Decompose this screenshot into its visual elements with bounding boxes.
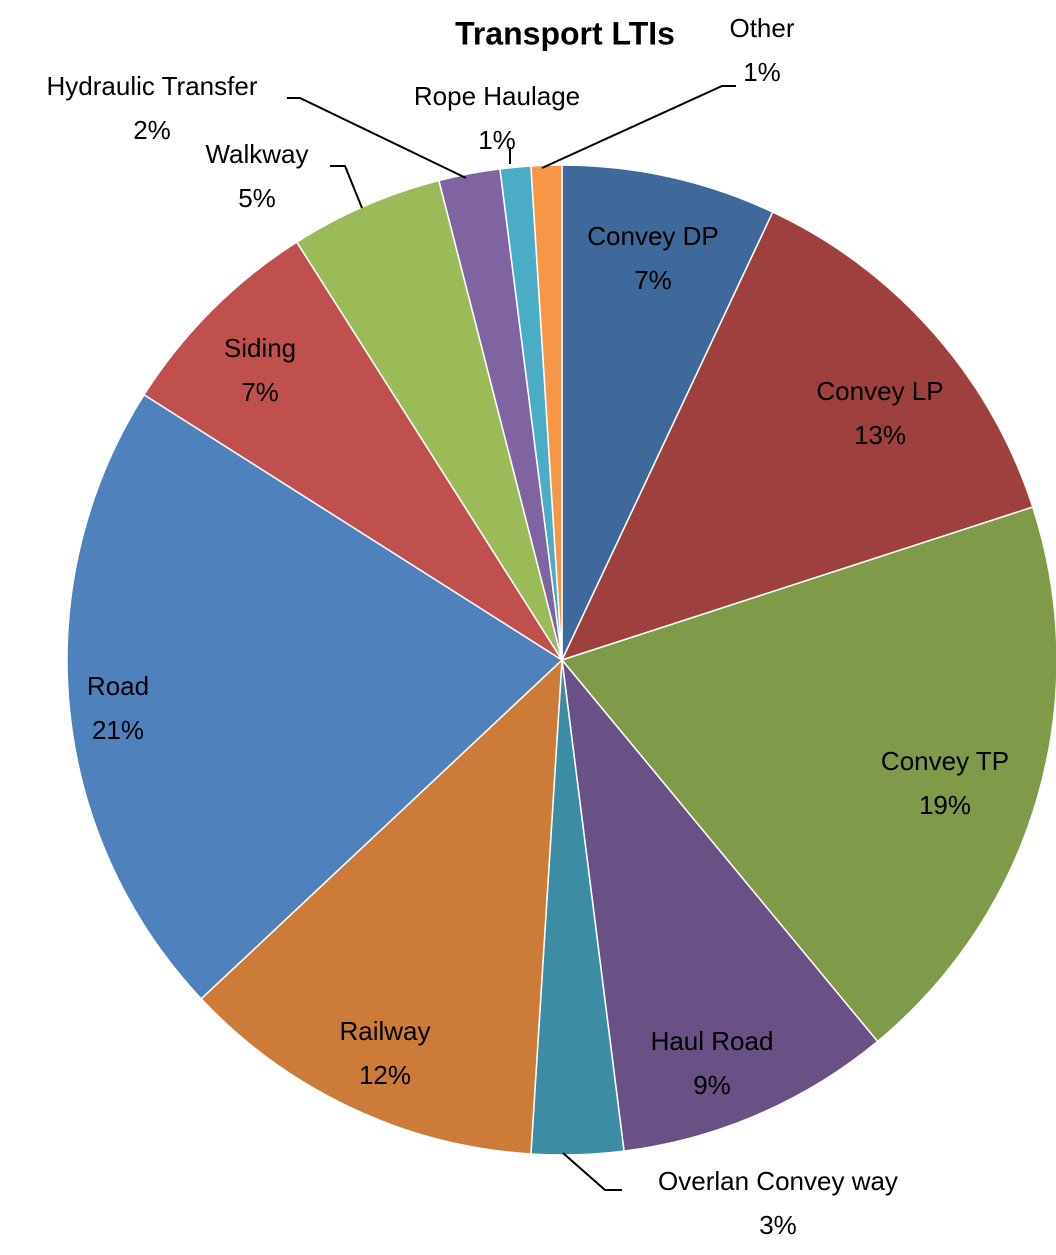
slice-label: Railway <box>339 1016 430 1046</box>
chart-title: Transport LTIs <box>455 15 675 51</box>
leader-line <box>541 85 736 169</box>
slice-label: Convey TP <box>881 746 1009 776</box>
slice-value-label: 3% <box>759 1210 797 1240</box>
pie-slice <box>66 393 564 1000</box>
pie-slice <box>560 211 1034 662</box>
slice-value-label: 12% <box>359 1060 411 1090</box>
slice-value-label: 7% <box>241 377 279 407</box>
slice-value-label: 5% <box>238 183 276 213</box>
slice-value-label: 7% <box>634 265 672 295</box>
slice-value-label: 1% <box>478 125 516 155</box>
leader-line <box>562 1152 622 1191</box>
slice-label: Overlan Convey way <box>658 1166 898 1196</box>
slice-value-label: 1% <box>743 57 781 87</box>
slice-label: Rope Haulage <box>414 81 580 111</box>
slice-label: Walkway <box>205 139 308 169</box>
pie-slice <box>200 658 563 1155</box>
slice-label: Convey DP <box>587 221 719 251</box>
slice-value-label: 19% <box>919 790 971 820</box>
slice-label: Other <box>729 13 794 43</box>
leader-line <box>330 165 363 209</box>
leader-line <box>287 97 467 179</box>
pie-slice <box>561 164 774 661</box>
slice-label: Hydraulic Transfer <box>47 71 258 101</box>
slice-value-label: 2% <box>133 115 171 145</box>
slice-label: Haul Road <box>651 1026 774 1056</box>
slice-value-label: 9% <box>693 1070 731 1100</box>
pie-slice <box>143 241 563 661</box>
pie-slice <box>560 657 879 1152</box>
slice-label: Road <box>87 671 149 701</box>
pie-slice <box>560 506 1056 1043</box>
slice-label: Convey LP <box>816 376 943 406</box>
slice-value-label: 13% <box>854 420 906 450</box>
slice-label: Siding <box>224 333 296 363</box>
pie-slice <box>295 179 563 661</box>
slice-value-label: 21% <box>92 715 144 745</box>
